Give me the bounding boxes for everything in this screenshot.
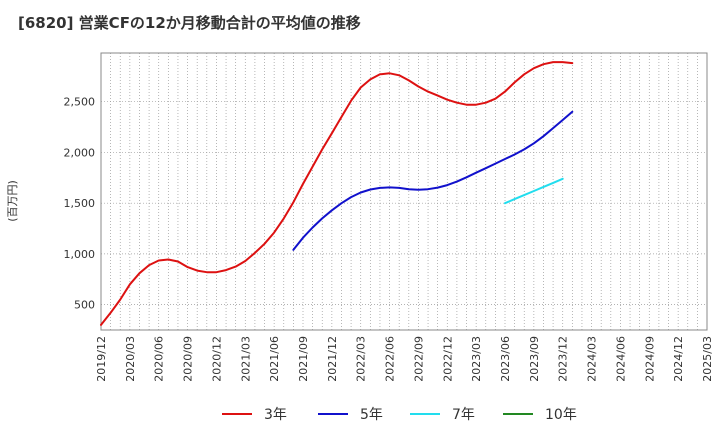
x-tick-label: 2023/09 <box>528 336 541 382</box>
y-tick-label: 1,000 <box>64 248 96 261</box>
legend-label: 5年 <box>360 407 383 423</box>
x-tick-label: 2021/06 <box>268 336 281 382</box>
x-tick-label: 2023/03 <box>470 336 483 382</box>
y-tick-label: 2,500 <box>64 96 96 109</box>
x-tick-label: 2019/12 <box>95 336 108 382</box>
y-tick-label: 1,500 <box>64 197 96 210</box>
x-tick-label: 2022/06 <box>384 336 397 382</box>
legend-label: 3年 <box>264 407 287 423</box>
legend: 3年 5年 7年 10年 <box>222 407 577 423</box>
series-line-7年 <box>504 177 564 205</box>
y-tick-label: 500 <box>74 299 95 312</box>
x-tick-label: 2020/09 <box>182 336 195 382</box>
x-tick-label: 2023/06 <box>499 336 512 382</box>
x-tick-label: 2025/03 <box>701 336 714 382</box>
x-tick-label: 2024/09 <box>643 336 656 382</box>
x-tick-label: 2023/12 <box>557 336 570 382</box>
series-line-3年 <box>100 61 574 326</box>
plot-frame <box>100 52 708 331</box>
x-axis: 2019/12 2020/03 2020/06 2020/09 2020/12 2021/… <box>95 336 714 382</box>
y-axis: 500 1,000 1,500 2,000 2,500 <box>64 96 96 312</box>
x-tick-label: 2020/03 <box>124 336 137 382</box>
x-tick-label: 2022/03 <box>355 336 368 382</box>
legend-label: 7年 <box>452 407 475 423</box>
x-tick-label: 2022/09 <box>412 336 425 382</box>
plot-area <box>101 53 707 330</box>
x-tick-label: 2021/03 <box>239 336 252 382</box>
x-tick-label: 2024/12 <box>672 336 685 382</box>
y-tick-label: 2,000 <box>64 146 96 159</box>
series-line-5年 <box>292 110 574 251</box>
y-axis-label: (百万円) <box>6 180 19 222</box>
x-tick-label: 2024/03 <box>586 336 599 382</box>
x-tick-label: 2020/06 <box>153 336 166 382</box>
x-tick-label: 2021/12 <box>326 336 339 382</box>
x-tick-label: 2020/12 <box>210 336 223 382</box>
x-tick-label: 2024/06 <box>614 336 627 382</box>
series-layer <box>100 61 574 326</box>
chart-title: [6820] 営業CFの12か月移動合計の平均値の推移 <box>18 14 361 32</box>
x-tick-label: 2021/09 <box>297 336 310 382</box>
legend-label: 10年 <box>545 407 577 423</box>
x-tick-label: 2022/12 <box>441 336 454 382</box>
